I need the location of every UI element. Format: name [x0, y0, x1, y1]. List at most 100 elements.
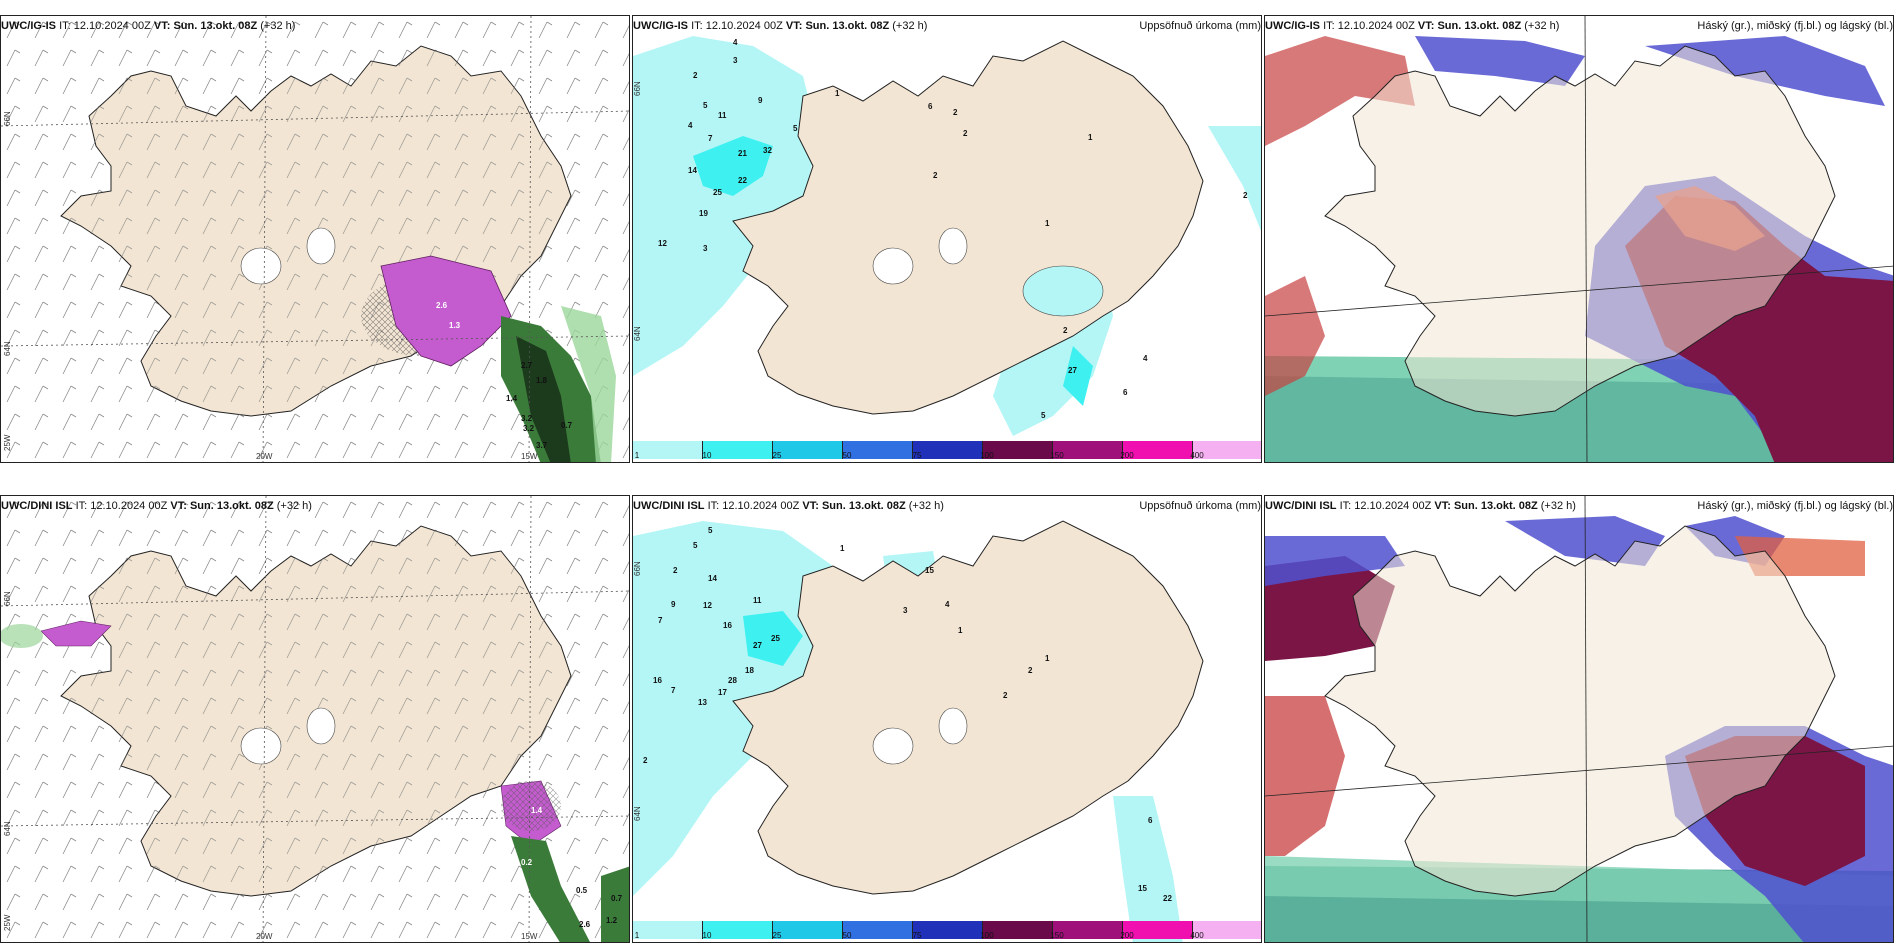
- precip-value: 5: [1041, 411, 1046, 420]
- precip-value: 1: [1045, 219, 1050, 228]
- map-title: Háský (gr.), miðský (fj.bl.) og lágský (…: [1697, 500, 1893, 512]
- vt-label: VT:: [785, 20, 803, 32]
- map-panel-6: [1264, 495, 1894, 943]
- colorbar-tick-label: 400: [1190, 931, 1204, 940]
- precip-value: 11: [718, 111, 727, 120]
- map-panel-4: 66N 64N 25W 20W 15W 1.4 0.2 0.5 0.7 1.2 …: [0, 495, 630, 943]
- lon-label-15: 15W: [521, 452, 538, 461]
- precip-value: 7: [671, 686, 676, 695]
- lon-label-15: 15W: [521, 932, 538, 941]
- precip-value: 5: [693, 541, 698, 550]
- precip-value: 2: [693, 71, 698, 80]
- wind-value: 2.7: [521, 361, 533, 370]
- lat-label-65: 66N: [633, 81, 642, 96]
- precip-value: 2: [953, 108, 958, 117]
- map-title: Uppsöfnuð úrkoma (mm): [1139, 500, 1261, 512]
- lead-time: (+32 h): [892, 20, 928, 32]
- wind-value: 0.7: [611, 894, 623, 903]
- precip-value: 25: [771, 634, 780, 643]
- wind-value: 1.8: [536, 376, 548, 385]
- colorbar-cell: [843, 921, 913, 939]
- precip-value: 9: [671, 600, 676, 609]
- vt-label: VT:: [802, 500, 819, 512]
- precip-value: 27: [753, 641, 762, 650]
- model-name: UWC/DINI ISL: [1, 500, 73, 512]
- precip-value: 19: [699, 209, 708, 218]
- precip-value: 12: [703, 601, 712, 610]
- colorbar-cell: [773, 441, 843, 459]
- colorbar-tick-label: 150: [1050, 451, 1064, 460]
- panel-4-header: UWC/DINI ISL IT: 12.10.2024 00Z VT: Sun.…: [1, 497, 633, 515]
- precip-value: 5: [708, 526, 713, 535]
- precip-value: 11: [753, 596, 762, 605]
- model-name: UWC/IG-IS: [633, 20, 688, 32]
- colorbar-tick-label: 75: [912, 931, 922, 940]
- colorbar-cell: [843, 441, 913, 459]
- colorbar-tick-label: 150: [1050, 931, 1064, 940]
- vt-label: VT:: [153, 20, 171, 32]
- it-value: 12.10.2024 00Z: [73, 20, 151, 32]
- colorbar-tick-label: 50: [842, 931, 852, 940]
- model-name: UWC/IG-IS: [1265, 20, 1320, 32]
- vt-value: Sun. 13.okt. 08Z: [805, 20, 890, 32]
- map-title: Uppsöfnuð úrkoma (mm): [1139, 20, 1261, 32]
- colorbar-tick-label: 75: [912, 451, 922, 460]
- colorbar-tick-label: 200: [1120, 931, 1134, 940]
- precip-value: 1: [958, 626, 963, 635]
- precip-colorbar: 1 10 25 50 75 100 150 200 400: [633, 440, 1261, 462]
- precip-value: 3: [903, 606, 908, 615]
- precip-value: 4: [945, 600, 950, 609]
- wind-value: 0.2: [521, 858, 533, 867]
- model-name: UWC/DINI ISL: [633, 500, 705, 512]
- precip-value: 5: [703, 101, 708, 110]
- colorbar-cell: [983, 921, 1053, 939]
- wind-value: 2.6: [436, 301, 448, 310]
- it-label: IT:: [691, 20, 703, 32]
- colorbar-cell: [913, 921, 983, 939]
- it-value: 12.10.2024 00Z: [705, 20, 783, 32]
- precip-value: 28: [728, 676, 737, 685]
- precip-value: 3: [703, 244, 708, 253]
- precip-value: 21: [738, 149, 747, 158]
- precip-value: 22: [738, 176, 747, 185]
- colorbar-tick-label: 100: [980, 451, 994, 460]
- vt-value: Sun. 13.okt. 08Z: [189, 500, 274, 512]
- precip-value: 2: [963, 129, 968, 138]
- wind-value: 1.2: [606, 916, 618, 925]
- precip-value: 6: [1148, 816, 1153, 825]
- precip-value: 2: [1003, 691, 1008, 700]
- colorbar-tick-label: 100: [980, 931, 994, 940]
- colorbar-tick-label: 1: [634, 451, 640, 460]
- precip-value: 2: [933, 171, 938, 180]
- precip-value: 3: [733, 56, 738, 65]
- precip-value: 9: [758, 96, 763, 105]
- panel-1-header: UWC/IG-IS IT: 12.10.2024 00Z VT: Sun. 13…: [1, 17, 633, 35]
- vt-value: Sun. 13.okt. 08Z: [173, 20, 258, 32]
- precip-value: 13: [698, 698, 707, 707]
- precip-value: 14: [688, 166, 697, 175]
- vt-value: Sun. 13.okt. 08Z: [821, 500, 906, 512]
- it-label: IT:: [1323, 20, 1335, 32]
- wind-map-2: [1, 496, 629, 942]
- wind-map-1: [1, 16, 629, 462]
- model-name: UWC/DINI ISL: [1265, 500, 1337, 512]
- it-label: IT:: [707, 500, 720, 512]
- colorbar-cell: [913, 441, 983, 459]
- it-value: 12.10.2024 00Z: [1337, 20, 1415, 32]
- panel-3-header: UWC/IG-IS IT: 12.10.2024 00Z VT: Sun. 13…: [1265, 17, 1897, 35]
- colorbar-tick-label: 10: [702, 931, 712, 940]
- colorbar-cell: [1053, 921, 1123, 939]
- map-panel-2: 66N 64N 4 3 2 1 5 11 6 2 2 4 5 7 9 2 14 …: [632, 15, 1262, 463]
- colorbar-cell: [1193, 921, 1261, 939]
- precip-value: 2: [1243, 191, 1248, 200]
- precip-value: 27: [1068, 366, 1077, 375]
- colorbar-cell: [1193, 441, 1261, 459]
- colorbar-tick-label: 25: [772, 451, 782, 460]
- precip-value: 32: [763, 146, 772, 155]
- colorbar-cell: [983, 441, 1053, 459]
- precip-value: 7: [708, 134, 713, 143]
- precip-value: 1: [840, 544, 845, 553]
- model-name: UWC/IG-IS: [1, 20, 56, 32]
- precip-value: 6: [1123, 388, 1128, 397]
- lead-time: (+32 h): [260, 20, 296, 32]
